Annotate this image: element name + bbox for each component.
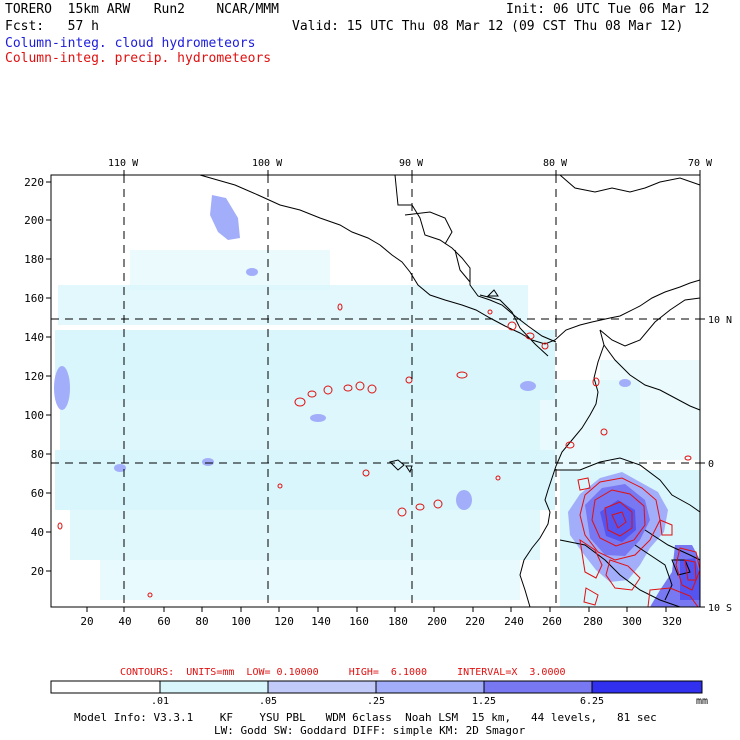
y-label-80: 80: [31, 448, 44, 461]
y-label-200: 200: [24, 214, 44, 227]
colorbar-label-4: 6.25: [580, 696, 604, 707]
colorbar-label-0: .01: [151, 696, 169, 707]
contour-info: CONTOURS: UNITS=mm LOW= 0.10000 HIGH= 6.…: [120, 667, 566, 678]
x-label-260: 260: [542, 615, 562, 628]
y-label-140: 140: [24, 331, 44, 344]
init-time: Init: 06 UTC Tue 06 Mar 12: [506, 2, 710, 17]
x-label-180: 180: [388, 615, 408, 628]
y-label-20: 20: [31, 565, 44, 578]
plot-frame: [50, 174, 701, 608]
x-label-320: 320: [662, 615, 682, 628]
valid-time: Valid: 15 UTC Thu 08 Mar 12 (09 CST Thu …: [292, 19, 684, 34]
y-label-180: 180: [24, 253, 44, 266]
colorbar: [50, 680, 703, 694]
y-label-120: 120: [24, 370, 44, 383]
x-label-100: 100: [231, 615, 251, 628]
model-info-line1: Model Info: V3.3.1 KF YSU PBL WDM 6class…: [74, 711, 657, 724]
y-label-160: 160: [24, 292, 44, 305]
y-label-220: 220: [24, 176, 44, 189]
top-lon-label-100w: 100 W: [252, 158, 283, 169]
right-lat-label-10n: 10 N: [708, 315, 732, 326]
y-label-40: 40: [31, 526, 44, 539]
cloud-shading-medium: [54, 195, 631, 510]
colorbar-label-1: .05: [259, 696, 277, 707]
x-label-300: 300: [622, 615, 642, 628]
top-lon-label-70w: 70 W: [688, 158, 713, 169]
x-label-160: 160: [349, 615, 369, 628]
y-label-100: 100: [24, 409, 44, 422]
colorbar-segment-4: [483, 680, 593, 694]
colorbar-segment-5: [591, 680, 703, 694]
legend-cloud-label: Column-integ. cloud hydrometeors: [5, 36, 256, 51]
x-label-280: 280: [583, 615, 603, 628]
right-lat-label-10s: 10 S: [708, 603, 732, 614]
x-label-240: 240: [504, 615, 524, 628]
model-title: TORERO 15km ARW Run2 NCAR/MMM: [5, 2, 279, 17]
top-lon-label-80w: 80 W: [543, 158, 568, 169]
x-label-220: 220: [465, 615, 485, 628]
forecast-hour: Fcst: 57 h: [5, 19, 99, 34]
colorbar-segment-1: [159, 680, 269, 694]
colorbar-unit: mm: [696, 696, 708, 707]
colorbar-segment-3: [375, 680, 485, 694]
x-label-80: 80: [195, 615, 208, 628]
legend-precip-label: Column-integ. precip. hydrometeors: [5, 51, 272, 66]
x-label-140: 140: [311, 615, 331, 628]
tick-marks: [46, 170, 705, 612]
x-label-200: 200: [427, 615, 447, 628]
coastlines: [199, 174, 701, 608]
colorbar-label-3: 1.25: [472, 696, 496, 707]
lat-lon-grid: [51, 175, 700, 607]
model-info-line2: LW: Godd SW: Goddard DIFF: simple KM: 2D…: [214, 724, 526, 737]
x-label-120: 120: [274, 615, 294, 628]
x-label-20: 20: [80, 615, 93, 628]
precip-contours: [57, 303, 701, 608]
colorbar-segment-2: [267, 680, 377, 694]
colorbar-label-2: .25: [367, 696, 385, 707]
y-label-60: 60: [31, 487, 44, 500]
top-lon-label-110w: 110 W: [108, 158, 139, 169]
x-label-60: 60: [157, 615, 170, 628]
colorbar-segment-0: [50, 680, 161, 694]
top-lon-label-90w: 90 W: [399, 158, 424, 169]
right-lat-label-0: 0: [708, 459, 714, 470]
x-label-40: 40: [118, 615, 131, 628]
